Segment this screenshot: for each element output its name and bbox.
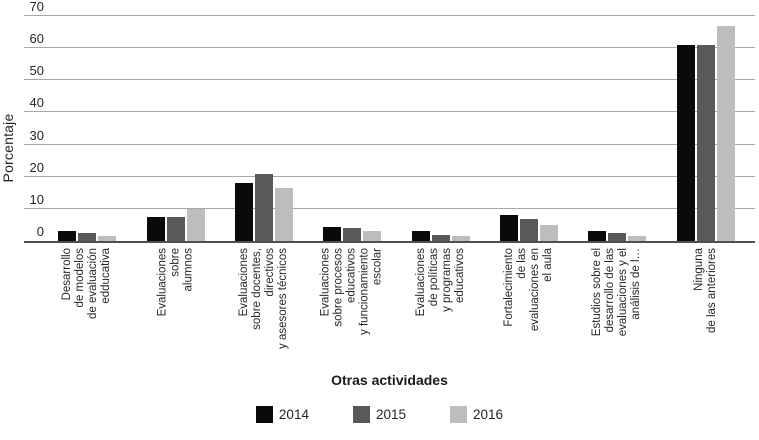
gridline-60 (24, 47, 755, 49)
category-slot-6: Fortalecimiento de las evaluaciones en e… (485, 245, 573, 377)
category-slot-8: Ninguna de las anteriores (662, 245, 750, 377)
bar-2015-group-5 (431, 234, 450, 241)
bar-2014-group-2 (146, 216, 165, 241)
bar-2015-group-4 (343, 228, 362, 241)
category-slot-4: Evaluaciones sobre procesos educativos y… (308, 245, 396, 377)
legend-label-2016: 2016 (473, 407, 504, 422)
y-tick-label-20: 20 (29, 159, 44, 175)
category-label-7: Estudios sobre el desarrollo de las eval… (591, 248, 643, 337)
gridline-50 (24, 79, 755, 81)
bar-group-6 (485, 16, 573, 241)
legend-label-2014: 2014 (278, 407, 309, 422)
bar-2015-group-7 (608, 232, 627, 241)
gridline-70 (24, 15, 755, 16)
y-tick-label-40: 40 (29, 95, 44, 111)
legend-item-2014: 2014 (255, 406, 309, 423)
legend-item-2015: 2015 (352, 406, 407, 423)
bar-2014-group-7 (588, 231, 607, 241)
bar-2016-group-7 (628, 236, 647, 241)
category-slot-7: Estudios sobre el desarrollo de las eval… (573, 245, 661, 377)
x-axis-title: Otras actividades (331, 372, 448, 388)
bar-2015-group-1 (78, 232, 97, 241)
category-label-1: Desarrollo de modelos de evaluación eddu… (61, 248, 113, 319)
gridline-10 (24, 207, 755, 209)
bar-2014-group-6 (500, 215, 519, 241)
y-axis-tick-labels: 0 10 20 30 40 50 60 70 (0, 0, 46, 241)
gridline-40 (24, 111, 755, 113)
category-label-8: Ninguna de las anteriores (692, 248, 718, 334)
bar-2015-group-6 (520, 218, 539, 241)
category-labels: Desarrollo de modelos de evaluación eddu… (43, 245, 750, 377)
bar-group-7 (573, 16, 661, 241)
bar-2015-group-2 (166, 216, 185, 241)
plot-area (24, 15, 755, 243)
bar-2014-group-8 (676, 44, 695, 241)
bar-2015-group-8 (696, 44, 715, 241)
legend-swatch-2015 (352, 406, 370, 423)
bar-2014-group-1 (58, 231, 77, 241)
bar-2016-group-5 (451, 236, 470, 241)
bar-2014-group-5 (411, 231, 430, 241)
bars-container (43, 16, 750, 241)
bar-2015-group-3 (254, 173, 273, 241)
legend-item-2016: 2016 (450, 406, 503, 423)
bar-2016-group-8 (716, 25, 735, 241)
category-slot-2: Evaluaciones sobre alumnos (131, 245, 219, 377)
gridline-20 (24, 175, 755, 177)
y-tick-label-30: 30 (29, 127, 44, 143)
bar-group-3 (220, 16, 308, 241)
bar-2016-group-4 (363, 231, 382, 241)
bar-2016-group-3 (274, 187, 293, 241)
category-label-4: Evaluaciones sobre procesos educativos y… (319, 248, 384, 335)
category-label-2: Evaluaciones sobre alumnos (156, 248, 195, 317)
bar-2016-group-1 (98, 236, 117, 241)
y-tick-label-70: 70 (29, 0, 44, 14)
bar-group-1 (43, 16, 131, 241)
legend: 2014 2015 2016 (0, 406, 759, 423)
category-slot-5: Evaluaciones de políticas y programas ed… (397, 245, 485, 377)
bar-group-5 (397, 16, 485, 241)
bar-group-4 (308, 16, 396, 241)
bar-2016-group-2 (186, 208, 205, 241)
bar-group-2 (131, 16, 219, 241)
bar-group-8 (662, 16, 750, 241)
category-slot-3: Evaluaciones sobre docentes, directivos … (220, 245, 308, 377)
y-tick-label-50: 50 (29, 63, 44, 79)
bar-2014-group-4 (323, 226, 342, 241)
legend-swatch-2014 (255, 406, 273, 423)
y-tick-label-60: 60 (29, 31, 44, 47)
category-label-3: Evaluaciones sobre docentes, directivos … (237, 248, 289, 349)
category-slot-1: Desarrollo de modelos de evaluación eddu… (43, 245, 131, 377)
bar-2016-group-6 (540, 224, 559, 241)
legend-label-2015: 2015 (375, 407, 407, 422)
bar-2014-group-3 (234, 183, 253, 241)
category-label-6: Fortalecimiento de las evaluaciones en e… (503, 248, 555, 332)
gridline-30 (24, 143, 755, 145)
category-label-5: Evaluaciones de políticas y programas ed… (414, 248, 466, 317)
y-tick-label-0: 0 (36, 224, 44, 239)
legend-swatch-2016 (450, 406, 468, 423)
y-tick-label-10: 10 (29, 191, 44, 207)
